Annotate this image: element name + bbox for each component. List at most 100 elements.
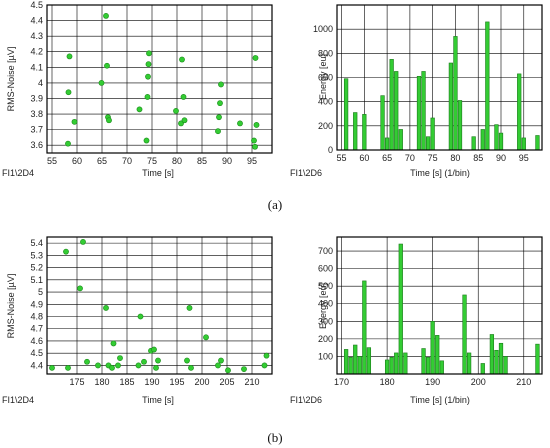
energy-bar bbox=[466, 352, 472, 375]
x-tick-label: 75 bbox=[147, 156, 157, 166]
data-point bbox=[181, 117, 188, 124]
x-axis-label: Time [s] bbox=[142, 168, 174, 178]
data-point bbox=[115, 362, 121, 369]
data-point bbox=[146, 50, 152, 57]
y-tick-label: 500 bbox=[318, 281, 333, 291]
energy-bar bbox=[384, 137, 390, 151]
energy-bar bbox=[462, 294, 467, 375]
plot-frame bbox=[46, 4, 273, 154]
energy-bar bbox=[503, 356, 508, 375]
y-tick-label: 600 bbox=[318, 73, 333, 83]
energy-bar bbox=[535, 135, 540, 151]
data-point bbox=[98, 79, 105, 86]
data-point bbox=[225, 367, 231, 374]
data-point bbox=[203, 334, 209, 341]
y-tick-label: 5.1 bbox=[30, 275, 43, 285]
x-tick-label: 65 bbox=[382, 153, 392, 163]
energy-bar bbox=[389, 59, 394, 151]
energy-bar bbox=[430, 321, 435, 375]
energy-bar bbox=[457, 100, 463, 151]
y-tick-label: 4.2 bbox=[30, 47, 43, 57]
energy-bar bbox=[421, 348, 426, 375]
x-tick-label: 95 bbox=[519, 153, 529, 163]
data-point bbox=[65, 364, 71, 371]
y-tick-label: 4.7 bbox=[30, 324, 43, 334]
y-tick-label: 5.3 bbox=[30, 250, 43, 260]
x-tick-label: 190 bbox=[144, 377, 159, 387]
y-tick-label: 400 bbox=[318, 97, 333, 107]
y-tick-label: 4.5 bbox=[30, 348, 43, 358]
caption-a: (a) bbox=[268, 197, 282, 212]
y-tick-label: 4 bbox=[38, 78, 43, 88]
energy-bar bbox=[384, 359, 390, 375]
data-point bbox=[179, 56, 185, 63]
y-tick-label: 5.2 bbox=[30, 263, 43, 273]
energy-bar bbox=[498, 132, 504, 151]
energy-bar bbox=[403, 352, 408, 375]
data-point bbox=[49, 364, 55, 371]
energy-bar bbox=[535, 343, 540, 375]
x-tick-label: 80 bbox=[450, 153, 460, 163]
data-point bbox=[103, 305, 109, 311]
y-tick-label: 400 bbox=[318, 299, 333, 309]
data-point bbox=[215, 128, 221, 135]
energy-bar bbox=[362, 114, 367, 151]
data-point bbox=[263, 352, 270, 359]
energy-bar bbox=[353, 112, 358, 151]
y-tick-label: 3.6 bbox=[30, 140, 43, 150]
x-tick-label: 85 bbox=[197, 156, 207, 166]
y-axis-label: Energy [eu] bbox=[318, 54, 328, 100]
x-tick-label: 200 bbox=[194, 377, 209, 387]
y-tick-label: 3.9 bbox=[30, 93, 43, 103]
data-point bbox=[104, 62, 110, 69]
energy-bar bbox=[362, 280, 367, 375]
data-point bbox=[135, 362, 142, 369]
panel-b-energy: 170 180 190 200 210 100 200 300 400 500 600 700 Time… bbox=[290, 236, 543, 405]
energy-bar bbox=[494, 349, 499, 375]
energy-bar bbox=[343, 349, 349, 375]
data-point bbox=[184, 357, 190, 364]
x-tick-label: 55 bbox=[47, 156, 57, 166]
x-tick-label: 90 bbox=[496, 153, 506, 163]
energy-bar bbox=[398, 129, 403, 151]
energy-bar bbox=[480, 129, 485, 151]
data-point bbox=[186, 305, 193, 311]
energy-bar bbox=[380, 95, 385, 151]
data-point bbox=[117, 355, 123, 361]
energy-bar bbox=[353, 344, 358, 375]
x-tick-label: 190 bbox=[425, 377, 440, 387]
y-tick-label: 600 bbox=[318, 264, 333, 274]
data-point bbox=[153, 364, 159, 371]
y-tick-label: 5.4 bbox=[30, 238, 43, 248]
energy-bar bbox=[430, 117, 435, 151]
energy-bar bbox=[435, 335, 440, 375]
y-tick-label: 3.7 bbox=[30, 125, 43, 135]
energy-bar bbox=[394, 352, 399, 375]
y-tick-label: 800 bbox=[318, 48, 333, 58]
channel-label: FI1\2D6 bbox=[290, 168, 322, 178]
data-point bbox=[261, 362, 268, 369]
y-tick-label: 4.9 bbox=[30, 299, 43, 309]
energy-bar bbox=[343, 78, 349, 151]
data-point bbox=[218, 81, 224, 88]
x-tick-label: 80 bbox=[172, 156, 182, 166]
data-point bbox=[253, 122, 260, 128]
data-point bbox=[71, 118, 78, 125]
data-point bbox=[241, 366, 247, 373]
data-point bbox=[136, 106, 143, 113]
x-tick-label: 210 bbox=[516, 377, 531, 387]
x-tick-label: 210 bbox=[244, 377, 259, 387]
x-tick-label: 195 bbox=[169, 377, 184, 387]
x-tick-label: 70 bbox=[122, 156, 132, 166]
x-tick-label: 95 bbox=[247, 156, 257, 166]
data-point bbox=[237, 120, 243, 127]
data-point bbox=[137, 313, 144, 320]
data-point bbox=[144, 94, 151, 100]
panel-a-energy: 55 60 65 70 75 80 85 90 95 0 200 400 600 800 1000 Time … bbox=[290, 4, 543, 178]
energy-bar bbox=[366, 347, 372, 375]
x-tick-label: 60 bbox=[72, 156, 82, 166]
data-point bbox=[252, 55, 259, 61]
energy-bar bbox=[485, 21, 490, 151]
energy-bar bbox=[439, 360, 444, 375]
